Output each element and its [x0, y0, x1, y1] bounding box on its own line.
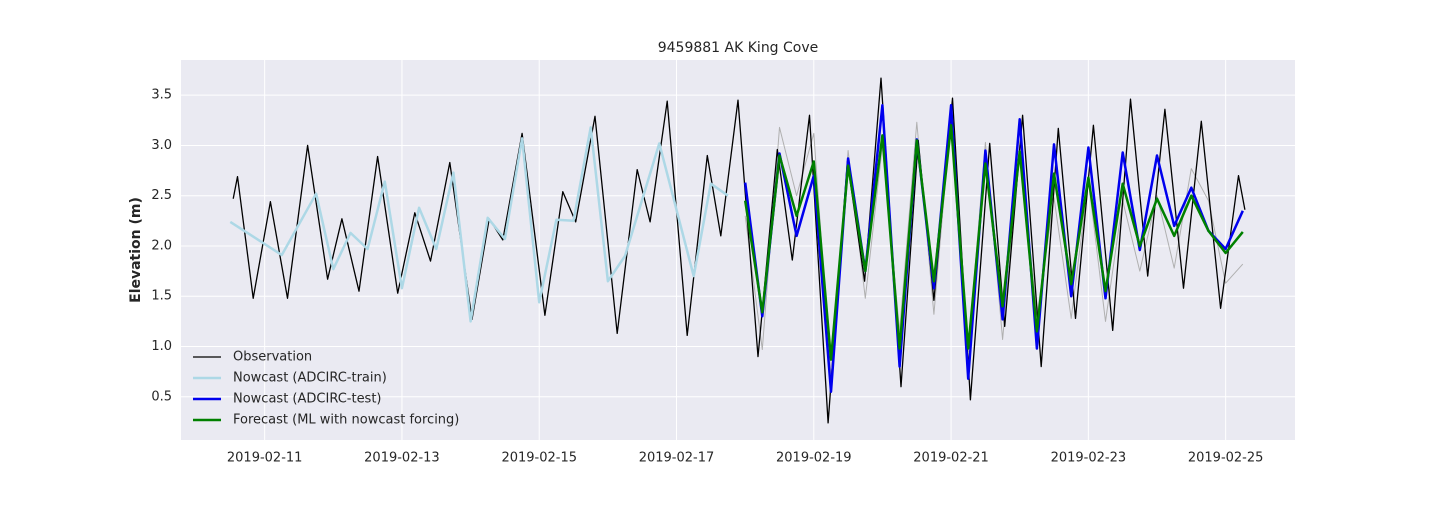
series-line [743, 124, 1244, 361]
chart-title: 9459881 AK King Cove [658, 40, 819, 56]
y-tick-label: 1.5 [151, 289, 172, 304]
y-tick-label: 3.5 [151, 88, 172, 103]
legend: Observation Nowcast (ADCIRC-train) Nowcast… [193, 350, 459, 428]
x-tick-label: 2019-02-19 [776, 451, 852, 466]
series-line [232, 77, 1246, 424]
lines [229, 77, 1246, 424]
x-tick-label: 2019-02-23 [1051, 451, 1127, 466]
y-tick-label: 2.0 [151, 238, 172, 253]
legend-label: Forecast (ML with nowcast forcing) [233, 413, 459, 428]
series-line [229, 126, 729, 323]
x-tick-label: 2019-02-21 [913, 451, 989, 466]
plot-area [181, 60, 1295, 440]
x-tick-label: 2019-02-13 [364, 451, 440, 466]
legend-label: Observation [233, 350, 312, 365]
y-axis-label: Elevation (m) [128, 197, 144, 303]
legend-label: Nowcast (ADCIRC-test) [233, 392, 382, 407]
y-tick-label: 0.5 [151, 389, 172, 404]
legend-label: Nowcast (ADCIRC-train) [233, 371, 387, 386]
x-tick-label: 2019-02-25 [1188, 451, 1264, 466]
y-tick-label: 1.0 [151, 339, 172, 354]
y-tick-label: 3.0 [151, 138, 172, 153]
x-tick-label: 2019-02-15 [501, 451, 577, 466]
x-tick-label: 2019-02-17 [639, 451, 715, 466]
y-tick-label: 2.5 [151, 188, 172, 203]
x-tick-label: 2019-02-11 [227, 451, 303, 466]
